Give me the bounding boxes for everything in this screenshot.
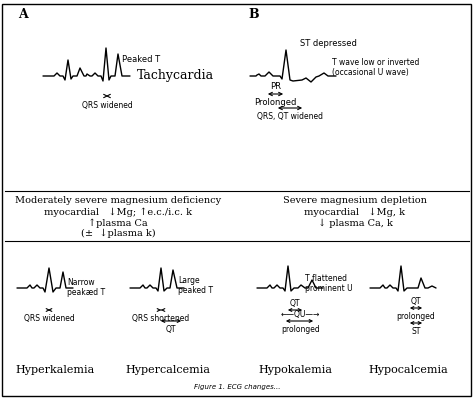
Text: prolonged: prolonged [397, 312, 436, 321]
Text: (±  ↓plasma k): (± ↓plasma k) [81, 229, 155, 238]
Text: ST: ST [411, 327, 421, 336]
Text: prolonged: prolonged [281, 325, 320, 334]
Text: QRS widened: QRS widened [82, 101, 132, 110]
Text: QRS shortened: QRS shortened [132, 314, 190, 323]
Text: Figure 1. ECG changes...: Figure 1. ECG changes... [194, 384, 280, 390]
Text: QT: QT [411, 297, 421, 306]
Text: QT: QT [290, 299, 300, 308]
Text: T flattened
prominent U: T flattened prominent U [305, 274, 353, 293]
Text: Large
peaked T: Large peaked T [178, 276, 213, 295]
Text: QRS, QT widened: QRS, QT widened [257, 112, 323, 121]
Text: Severe magnesium depletion: Severe magnesium depletion [283, 196, 427, 205]
Text: QT: QT [166, 325, 176, 334]
Text: QRS widened: QRS widened [24, 314, 74, 323]
Text: Narrow
peakæd T: Narrow peakæd T [67, 278, 105, 297]
Text: T wave low or inverted
(occasional U wave): T wave low or inverted (occasional U wav… [332, 58, 419, 77]
Text: ↑plasma Ca: ↑plasma Ca [88, 219, 148, 228]
Text: A: A [18, 8, 28, 21]
Text: PR: PR [270, 82, 281, 91]
Text: ↓ plasma Ca, k: ↓ plasma Ca, k [318, 219, 392, 228]
Text: Moderately severe magnesium deficiency: Moderately severe magnesium deficiency [15, 196, 221, 205]
Text: myocardial   ↓Mg, k: myocardial ↓Mg, k [304, 208, 405, 217]
Text: Tachycardia: Tachycardia [137, 70, 214, 82]
Text: Hypokalemia: Hypokalemia [258, 365, 332, 375]
Text: myocardial   ↓Mg; ↑e.c./i.c. k: myocardial ↓Mg; ↑e.c./i.c. k [44, 208, 192, 217]
Text: Prolonged: Prolonged [255, 98, 297, 107]
Text: Hyperkalemia: Hyperkalemia [15, 365, 95, 375]
Text: B: B [248, 8, 259, 21]
Text: Hypocalcemia: Hypocalcemia [368, 365, 448, 375]
Text: Peaked T: Peaked T [122, 55, 160, 64]
Text: Hypercalcemia: Hypercalcemia [126, 365, 210, 375]
Text: ST depressed: ST depressed [300, 39, 357, 48]
Text: ←—QU—→: ←—QU—→ [281, 310, 320, 319]
